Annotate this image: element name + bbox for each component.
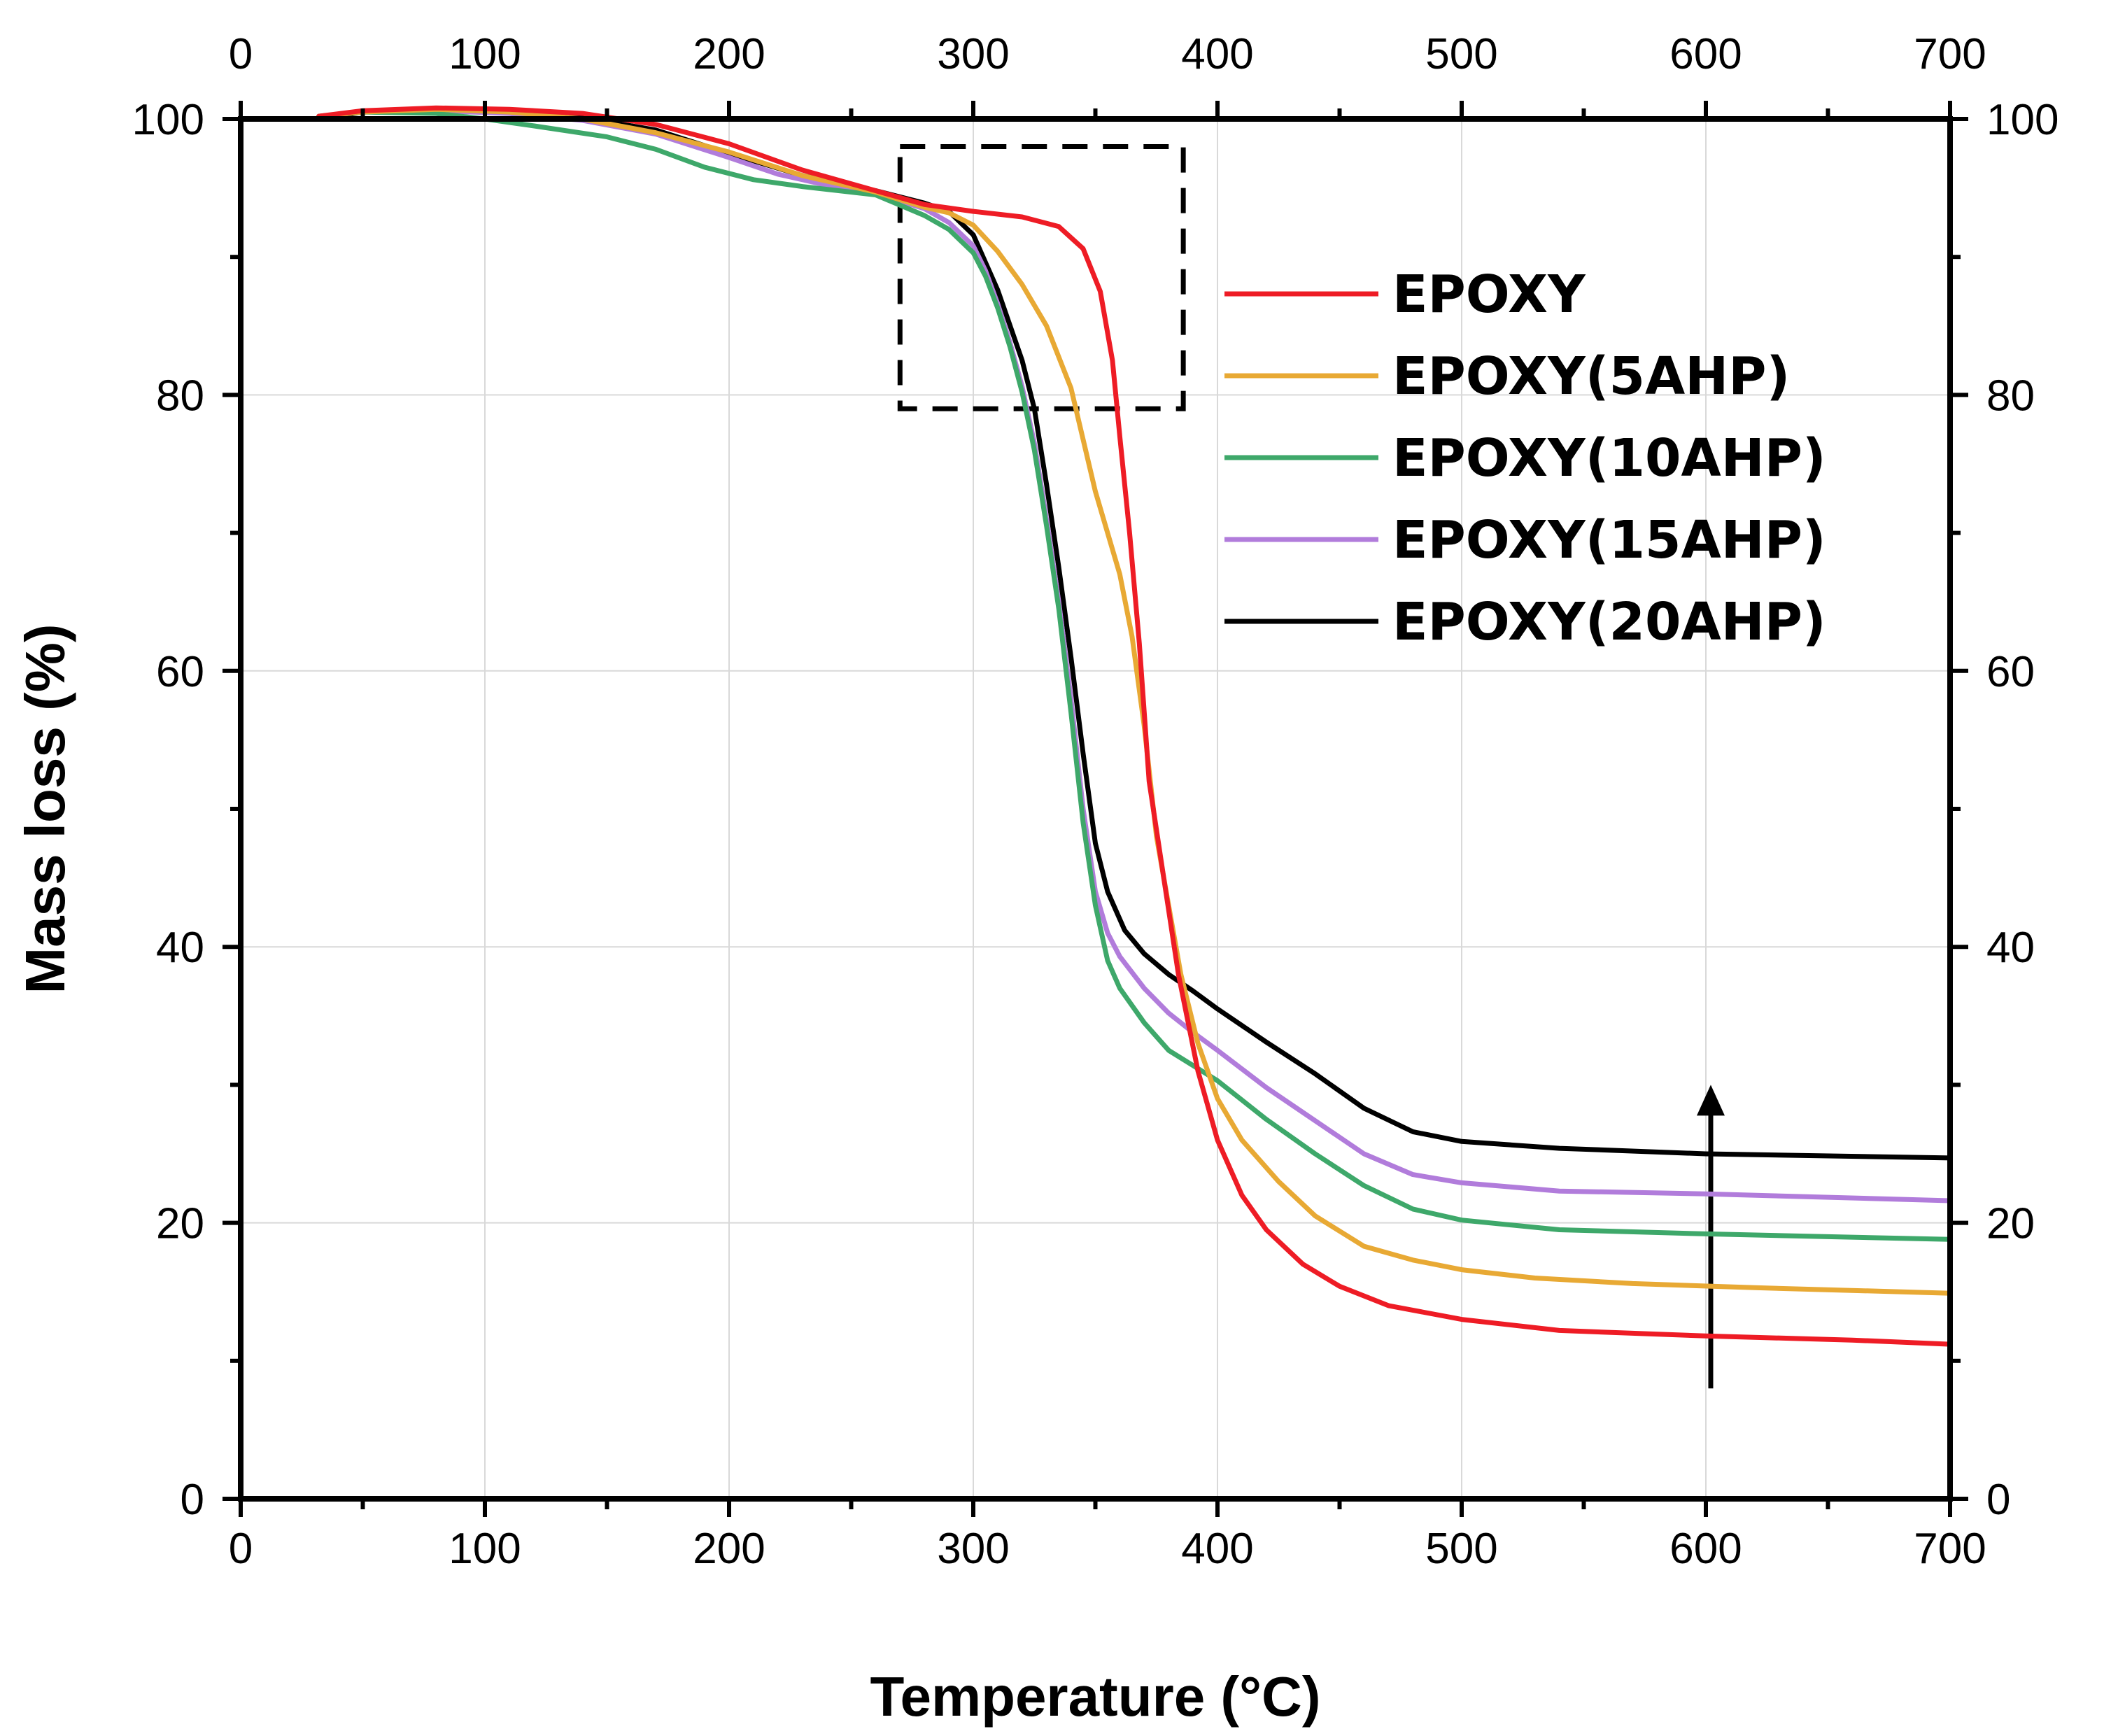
legend-label: EPOXY(20AHP) (1392, 592, 1826, 652)
x-tick-label-top: 100 (449, 30, 521, 78)
x-tick-label-bottom: 500 (1425, 1525, 1497, 1573)
y-tick-label-left: 0 (181, 1476, 204, 1524)
y-tick-label-left: 20 (156, 1200, 204, 1248)
x-tick-label-top: 700 (1914, 30, 1986, 78)
series-line-epoxy-5ahp (316, 106, 1953, 1296)
y-tick-label-left: 80 (156, 372, 204, 420)
legend-label: EPOXY(10AHP) (1392, 428, 1826, 488)
x-tick-label-bottom: 400 (1181, 1525, 1253, 1573)
tick-marks (223, 101, 1968, 1517)
legend-label: EPOXY (1392, 264, 1586, 325)
x-tick-label-top: 400 (1181, 30, 1253, 78)
legend-label: EPOXY(15AHP) (1392, 510, 1826, 570)
y-tick-label-right: 20 (1986, 1200, 2035, 1248)
y-tick-label-left: 100 (132, 96, 204, 144)
y-tick-label-right: 80 (1986, 372, 2035, 420)
legend: EPOXY EPOXY(5AHP) EPOXY(10AHP) EPOXY(15AHP)… (1224, 264, 1826, 652)
grid (240, 118, 1951, 1499)
x-tick-label-bottom: 300 (937, 1525, 1009, 1573)
series-line-epoxy (316, 105, 1953, 1347)
x-tick-label-top: 200 (693, 30, 765, 78)
y-tick-label-right: 60 (1986, 648, 2035, 696)
y-axis-title: Mass loss (%) (14, 623, 76, 994)
y-tick-label-left: 40 (156, 924, 204, 972)
x-tick-label-top: 500 (1425, 30, 1497, 78)
x-tick-label-bottom: 700 (1914, 1525, 1986, 1573)
annotations (897, 143, 1725, 1389)
x-tick-label-top: 600 (1669, 30, 1742, 78)
dashed-zoom-box (897, 143, 1186, 411)
tick-labels: 0010010020020030030040040050050060060070… (132, 30, 2059, 1573)
y-tick-label-left: 60 (156, 648, 204, 696)
x-tick-label-bottom: 200 (693, 1525, 765, 1573)
x-tick-label-bottom: 0 (229, 1525, 253, 1573)
x-tick-label-top: 300 (937, 30, 1009, 78)
series-line-epoxy-10ahp (316, 109, 1953, 1242)
series-group (316, 105, 1953, 1347)
y-tick-label-right: 40 (1986, 924, 2035, 972)
plot-frame (238, 116, 1953, 1502)
x-axis-title: Temperature (°C) (870, 1665, 1321, 1728)
x-tick-label-bottom: 100 (449, 1525, 521, 1573)
y-tick-label-right: 0 (1986, 1476, 2010, 1524)
x-tick-label-bottom: 600 (1669, 1525, 1742, 1573)
arrow-head (1696, 1085, 1725, 1116)
x-tick-label-top: 0 (229, 30, 253, 78)
legend-label: EPOXY(5AHP) (1392, 346, 1790, 407)
y-tick-label-right: 100 (1986, 96, 2059, 144)
